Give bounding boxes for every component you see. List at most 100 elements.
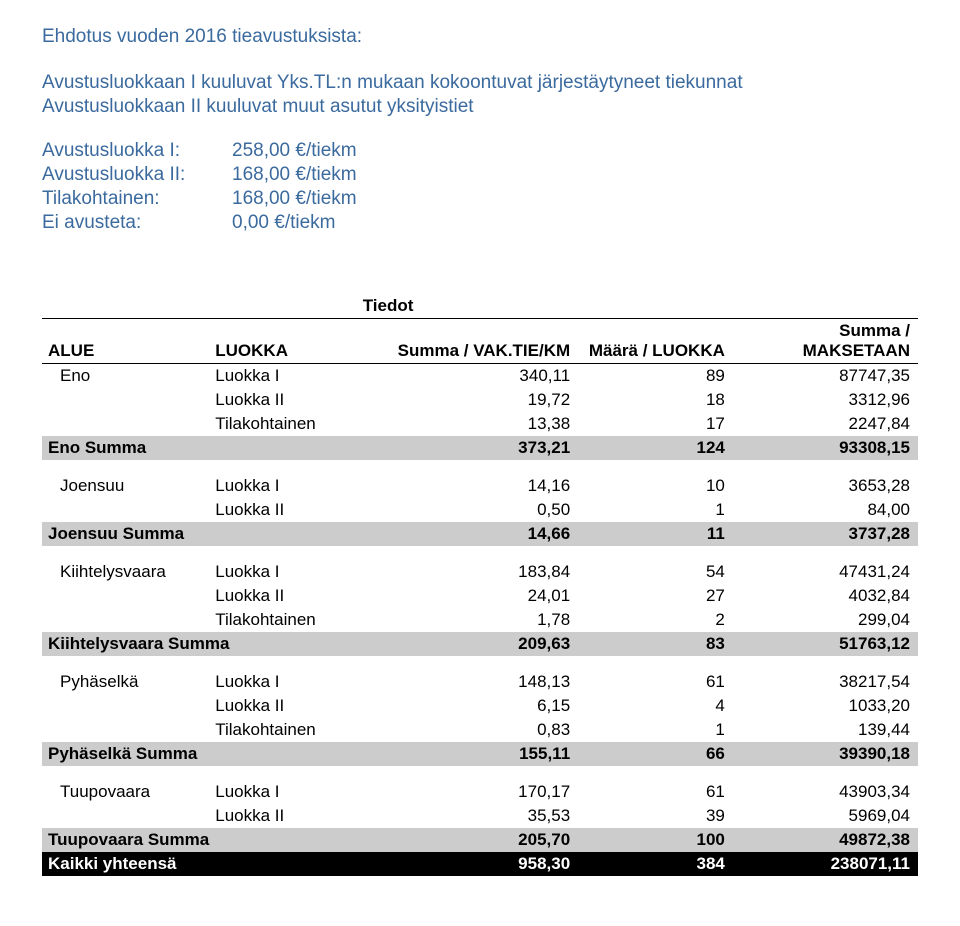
cell-km: 24,01 — [357, 584, 578, 608]
cell-km: 0,83 — [357, 718, 578, 742]
cell-n: 54 — [578, 560, 733, 584]
rate-label: Avustusluokka I: — [42, 140, 232, 162]
table-row: JoensuuLuokka I14,16103653,28 — [42, 474, 918, 498]
cell-n: 10 — [578, 474, 733, 498]
table-row: Luokka II24,01274032,84 — [42, 584, 918, 608]
cell-eur: 3653,28 — [733, 474, 918, 498]
table-row: PyhäselkäLuokka I148,136138217,54 — [42, 670, 918, 694]
cell-region — [42, 412, 209, 436]
cell-n: 1 — [578, 498, 733, 522]
region-sum-n: 83 — [578, 632, 733, 656]
cell-n: 39 — [578, 804, 733, 828]
cell-km: 6,15 — [357, 694, 578, 718]
cell-n: 2 — [578, 608, 733, 632]
cell-region: Joensuu — [42, 474, 209, 498]
grand-n: 384 — [578, 852, 733, 876]
col-maks: Summa / MAKSETAAN — [733, 319, 918, 364]
cell-region — [42, 694, 209, 718]
spacer-row — [42, 766, 918, 780]
col-maara: Määrä / LUOKKA — [578, 319, 733, 364]
col-tiedot: Tiedot — [357, 294, 918, 319]
cell-km: 183,84 — [357, 560, 578, 584]
cell-km: 13,38 — [357, 412, 578, 436]
grand-km: 958,30 — [357, 852, 578, 876]
intro-line-1: Avustusluokkaan I kuuluvat Yks.TL:n muka… — [42, 72, 918, 94]
cell-luokka: Tilakohtainen — [209, 412, 356, 436]
cell-luokka: Tilakohtainen — [209, 608, 356, 632]
table-header-row: ALUE LUOKKA Summa / VAK.TIE/KM Määrä / L… — [42, 319, 918, 364]
region-sum-km: 14,66 — [357, 522, 578, 546]
cell-region — [42, 718, 209, 742]
cell-region: Eno — [42, 364, 209, 389]
cell-km: 35,53 — [357, 804, 578, 828]
cell-luokka: Luokka II — [209, 804, 356, 828]
col-alue-empty — [42, 294, 209, 319]
region-sum-label: Joensuu Summa — [42, 522, 357, 546]
allocation-table: Tiedot ALUE LUOKKA Summa / VAK.TIE/KM Mä… — [42, 294, 918, 876]
cell-km: 148,13 — [357, 670, 578, 694]
region-sum-eur: 49872,38 — [733, 828, 918, 852]
region-sum-label: Eno Summa — [42, 436, 357, 460]
col-luokka-empty — [209, 294, 356, 319]
page: Ehdotus vuoden 2016 tieavustuksista: Avu… — [0, 0, 960, 916]
cell-eur: 139,44 — [733, 718, 918, 742]
cell-km: 340,11 — [357, 364, 578, 389]
cell-region: Kiihtelysvaara — [42, 560, 209, 584]
cell-km: 0,50 — [357, 498, 578, 522]
cell-n: 4 — [578, 694, 733, 718]
cell-eur: 43903,34 — [733, 780, 918, 804]
rate-value: 258,00 €/tiekm — [232, 140, 392, 162]
col-luokka: LUOKKA — [209, 319, 356, 364]
cell-region — [42, 498, 209, 522]
cell-luokka: Luokka II — [209, 584, 356, 608]
table-row: Tilakohtainen13,38172247,84 — [42, 412, 918, 436]
region-sum-km: 209,63 — [357, 632, 578, 656]
table-row: TuupovaaraLuokka I170,176143903,34 — [42, 780, 918, 804]
cell-luokka: Luokka II — [209, 498, 356, 522]
region-sum-km: 373,21 — [357, 436, 578, 460]
spacer-row — [42, 656, 918, 670]
region-sum-label: Pyhäselkä Summa — [42, 742, 357, 766]
cell-luokka: Luokka II — [209, 388, 356, 412]
rate-label: Avustusluokka II: — [42, 164, 232, 186]
grand-total-row: Kaikki yhteensä 958,30 384 238071,11 — [42, 852, 918, 876]
table-row: Luokka II35,53395969,04 — [42, 804, 918, 828]
region-sum-eur: 93308,15 — [733, 436, 918, 460]
cell-km: 19,72 — [357, 388, 578, 412]
table-row: KiihtelysvaaraLuokka I183,845447431,24 — [42, 560, 918, 584]
cell-eur: 3312,96 — [733, 388, 918, 412]
table-row: Tilakohtainen1,782299,04 — [42, 608, 918, 632]
rate-label: Tilakohtainen: — [42, 188, 232, 210]
cell-n: 1 — [578, 718, 733, 742]
cell-region — [42, 608, 209, 632]
cell-n: 27 — [578, 584, 733, 608]
table-container: Tiedot ALUE LUOKKA Summa / VAK.TIE/KM Mä… — [42, 294, 918, 876]
region-sum-n: 11 — [578, 522, 733, 546]
cell-eur: 38217,54 — [733, 670, 918, 694]
col-summa: Summa / VAK.TIE/KM — [357, 319, 578, 364]
table-tiedot-row: Tiedot — [42, 294, 918, 319]
cell-eur: 1033,20 — [733, 694, 918, 718]
cell-region — [42, 584, 209, 608]
region-sum-n: 66 — [578, 742, 733, 766]
cell-km: 14,16 — [357, 474, 578, 498]
cell-n: 89 — [578, 364, 733, 389]
col-alue: ALUE — [42, 319, 209, 364]
cell-km: 1,78 — [357, 608, 578, 632]
rate-value: 168,00 €/tiekm — [232, 164, 392, 186]
rate-label: Ei avusteta: — [42, 212, 232, 234]
cell-n: 17 — [578, 412, 733, 436]
cell-region — [42, 388, 209, 412]
cell-eur: 87747,35 — [733, 364, 918, 389]
region-sum-label: Kiihtelysvaara Summa — [42, 632, 357, 656]
region-sum-row: Joensuu Summa14,66113737,28 — [42, 522, 918, 546]
grand-eur: 238071,11 — [733, 852, 918, 876]
cell-n: 61 — [578, 670, 733, 694]
cell-luokka: Luokka I — [209, 780, 356, 804]
region-sum-label: Tuupovaara Summa — [42, 828, 357, 852]
cell-luokka: Luokka I — [209, 474, 356, 498]
cell-eur: 5969,04 — [733, 804, 918, 828]
region-sum-eur: 51763,12 — [733, 632, 918, 656]
intro-line-2: Avustusluokkaan II kuuluvat muut asutut … — [42, 96, 918, 118]
cell-eur: 299,04 — [733, 608, 918, 632]
